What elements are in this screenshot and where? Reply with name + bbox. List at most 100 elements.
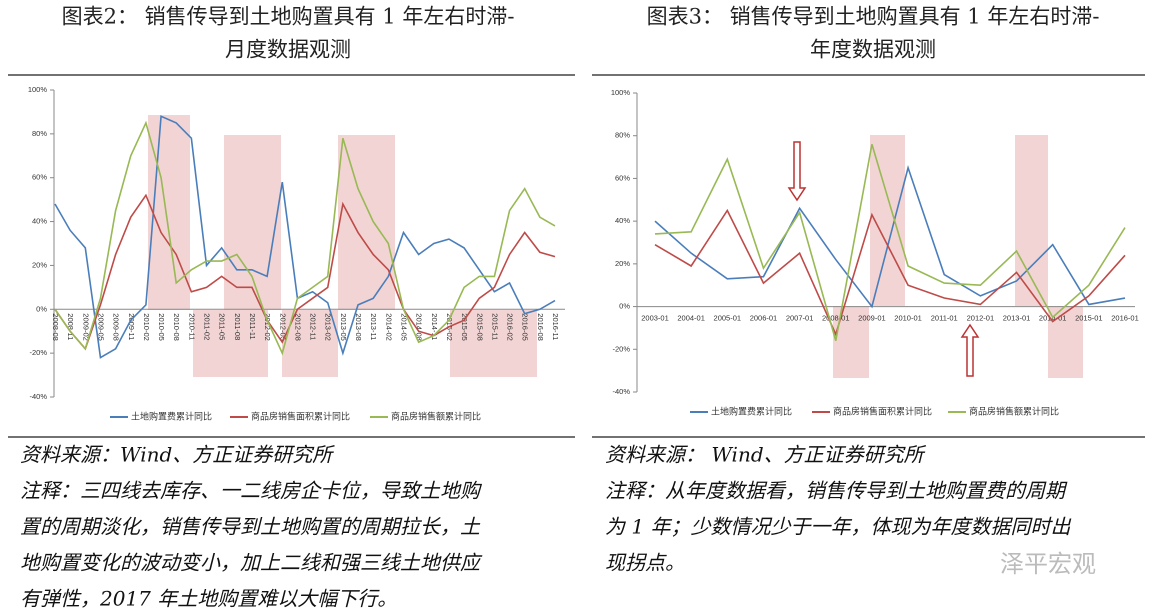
x-tick-label: 2012-08 <box>293 313 302 341</box>
y-tick-label: 80% <box>32 129 47 138</box>
x-tick-label: 2015-01 <box>1075 314 1103 323</box>
arrow-down <box>787 141 807 202</box>
chart-title: 月度数据观测 <box>225 38 351 62</box>
legend-label: 土地购置费累计同比 <box>711 405 792 416</box>
y-tick-label: 40% <box>615 216 630 225</box>
x-tick-label: 2004-01 <box>677 314 705 323</box>
x-tick-label: 2013-11 <box>369 313 378 340</box>
x-tick-label: 2016-01 <box>1111 314 1139 323</box>
x-tick-label: 2010-11 <box>187 313 196 340</box>
note-line: 注释：从年度数据看，销售传导到土地购置费的周期 <box>605 479 1068 503</box>
chart-title: 图表2： 销售传导到土地购置具有 1 年左右时滞- <box>62 5 515 29</box>
chart-title: 图表3： 销售传导到土地购置具有 1 年左右时滞- <box>647 5 1100 29</box>
watermark: 泽平宏观 <box>1000 550 1096 578</box>
series-line <box>654 164 1126 309</box>
y-tick-label: -20% <box>29 348 47 357</box>
x-tick-label: 2011-11 <box>248 313 257 339</box>
shade <box>870 135 905 306</box>
y-tick-label: 0% <box>619 302 630 311</box>
x-tick-label: 2012-11 <box>309 313 318 340</box>
x-tick-label: 2010-02 <box>142 313 151 341</box>
x-tick-label: 2016-05 <box>521 313 530 341</box>
note-line: 为 1 年；少数情况少于一年，体现为年度数据同时出 <box>605 515 1071 539</box>
y-tick-label: 60% <box>615 173 630 182</box>
x-tick-label: 2016-02 <box>506 313 515 341</box>
y-tick-label: -40% <box>29 392 47 401</box>
x-tick-label: 2008-01 <box>822 314 850 323</box>
x-tick-label: 2006-01 <box>750 314 778 323</box>
legend-label: 商品房销售面积累计同比 <box>251 410 350 421</box>
x-tick-label: 2009-11 <box>127 313 136 340</box>
x-tick-label: 2013-08 <box>354 313 363 341</box>
source: 资料来源： Wind、方正证券研究所 <box>605 443 927 467</box>
x-tick-label: 2015-05 <box>460 313 469 341</box>
shading <box>148 115 1083 378</box>
x-tick-label: 2009-08 <box>112 313 121 341</box>
x-tick-label: 2012-02 <box>263 313 272 341</box>
note-line: 现拐点。 <box>605 551 685 575</box>
series-line <box>54 120 556 356</box>
y-tick-label: 20% <box>32 260 47 269</box>
x-tick-label: 2014-11 <box>430 313 439 340</box>
shade <box>450 310 537 377</box>
x-tick-label: 2015-11 <box>490 313 499 340</box>
x-tick-label: 2011-05 <box>218 313 227 340</box>
x-tick-label: 2010-05 <box>157 313 166 341</box>
series-line <box>654 208 1126 337</box>
x-tick-label: 2003-01 <box>641 314 669 323</box>
y-tick-label: 80% <box>615 131 630 140</box>
x-tick-label: 2012-01 <box>967 314 995 323</box>
x-tick-label: 2009-01 <box>858 314 886 323</box>
series-line <box>54 115 556 359</box>
y-tick-label: 20% <box>615 259 630 268</box>
y-tick-label: -40% <box>612 387 630 396</box>
x-tick-label: 2009-02 <box>81 313 90 341</box>
shade <box>338 135 395 310</box>
x-tick-label: 2008-11 <box>66 313 75 340</box>
x-tick-label: 2013-01 <box>1003 314 1031 323</box>
x-tick-label: 2008-08 <box>51 313 60 341</box>
note-line: 地购置变化的波动变小，加上二线和强三线土地供应 <box>20 551 483 575</box>
source: 资料来源：Wind、方正证券研究所 <box>20 443 335 467</box>
x-tick-label: 2015-08 <box>475 313 484 341</box>
x-tick-label: 2014-05 <box>400 313 409 341</box>
x-tick-label: 2014-02 <box>384 313 393 341</box>
shade <box>833 306 869 378</box>
shade <box>148 115 190 310</box>
y-tick-label: 40% <box>32 217 47 226</box>
note-line: 有弹性，2017 年土地购置难以大幅下行。 <box>20 587 397 611</box>
y-tick-label: 100% <box>28 85 48 94</box>
shade <box>224 135 281 310</box>
y-tick-label: -20% <box>612 344 630 353</box>
y-tick-label: 100% <box>611 88 631 97</box>
note-line: 置的周期淡化，销售传导到土地购置的周期拉长，土 <box>20 515 481 539</box>
x-tick-label: 2011-01 <box>931 314 958 323</box>
x-tick-label: 2013-05 <box>339 313 348 341</box>
legend-label: 商品房销售额累计同比 <box>969 405 1059 416</box>
x-tick-label: 2007-01 <box>786 314 814 323</box>
x-tick-label: 2011-08 <box>233 313 242 340</box>
x-tick-label: 2016-11 <box>551 313 560 340</box>
shade <box>1048 306 1083 378</box>
x-tick-label: 2010-08 <box>172 313 181 341</box>
series-line <box>654 144 1126 341</box>
x-tick-label: 2016-08 <box>536 313 545 341</box>
legend-label: 商品房销售面积累计同比 <box>833 405 932 416</box>
x-tick-label: 2005-01 <box>714 314 742 323</box>
chart-title: 年度数据观测 <box>810 38 936 62</box>
x-tick-label: 2010-01 <box>894 314 922 323</box>
note-line: 注释：三四线去库存、一二线房企卡位，导致土地购 <box>20 479 483 503</box>
legend-label: 商品房销售额累计同比 <box>391 410 481 421</box>
x-tick-label: 2014-08 <box>415 313 424 341</box>
x-tick-label: 2013-02 <box>324 313 333 341</box>
shade <box>1015 135 1048 306</box>
series-line <box>54 193 556 351</box>
shade <box>193 310 268 377</box>
x-tick-label: 2009-05 <box>96 313 105 341</box>
y-tick-label: 60% <box>32 173 47 182</box>
x-tick-label: 2012-05 <box>278 313 287 341</box>
x-tick-label: 2011-02 <box>203 313 212 340</box>
y-tick-label: 0% <box>36 304 47 313</box>
legend-label: 土地购置费累计同比 <box>131 410 212 421</box>
